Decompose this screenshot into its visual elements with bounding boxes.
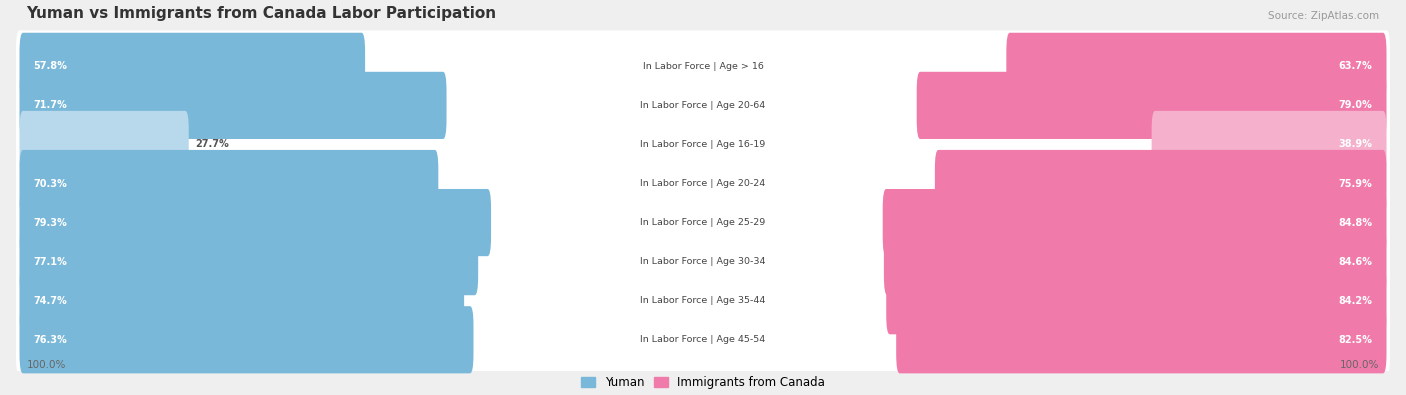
Text: 84.2%: 84.2% [1339,296,1372,306]
Text: 100.0%: 100.0% [1340,360,1379,370]
FancyBboxPatch shape [20,189,491,256]
FancyBboxPatch shape [884,228,1386,295]
FancyBboxPatch shape [20,33,366,100]
Text: 77.1%: 77.1% [34,257,67,267]
FancyBboxPatch shape [917,72,1386,139]
FancyBboxPatch shape [20,72,447,139]
Text: Yuman vs Immigrants from Canada Labor Participation: Yuman vs Immigrants from Canada Labor Pa… [27,6,496,21]
FancyBboxPatch shape [15,187,1391,258]
FancyBboxPatch shape [886,267,1386,334]
FancyBboxPatch shape [1007,33,1386,100]
Legend: Yuman, Immigrants from Canada: Yuman, Immigrants from Canada [576,371,830,393]
FancyBboxPatch shape [1152,111,1386,178]
Text: In Labor Force | Age 25-29: In Labor Force | Age 25-29 [640,218,766,227]
Text: 63.7%: 63.7% [1339,61,1372,71]
FancyBboxPatch shape [20,228,478,295]
Text: In Labor Force | Age 30-34: In Labor Force | Age 30-34 [640,257,766,266]
FancyBboxPatch shape [15,109,1391,181]
Text: Source: ZipAtlas.com: Source: ZipAtlas.com [1268,11,1379,21]
Text: 71.7%: 71.7% [34,100,67,110]
FancyBboxPatch shape [20,111,188,178]
FancyBboxPatch shape [935,150,1386,217]
Text: 79.3%: 79.3% [34,218,67,228]
FancyBboxPatch shape [15,265,1391,337]
Text: 84.8%: 84.8% [1339,218,1372,228]
FancyBboxPatch shape [20,150,439,217]
FancyBboxPatch shape [20,267,464,334]
Text: 74.7%: 74.7% [34,296,67,306]
FancyBboxPatch shape [15,304,1391,376]
Text: 84.6%: 84.6% [1339,257,1372,267]
Text: In Labor Force | Age 16-19: In Labor Force | Age 16-19 [640,140,766,149]
FancyBboxPatch shape [896,306,1386,373]
FancyBboxPatch shape [15,226,1391,297]
FancyBboxPatch shape [883,189,1386,256]
Text: 70.3%: 70.3% [34,179,67,188]
Text: 100.0%: 100.0% [27,360,66,370]
Text: 82.5%: 82.5% [1339,335,1372,345]
FancyBboxPatch shape [15,70,1391,141]
Text: In Labor Force | Age 35-44: In Labor Force | Age 35-44 [640,296,766,305]
Text: 76.3%: 76.3% [34,335,67,345]
Text: 79.0%: 79.0% [1339,100,1372,110]
Text: In Labor Force | Age 20-64: In Labor Force | Age 20-64 [640,101,766,110]
Text: 75.9%: 75.9% [1339,179,1372,188]
FancyBboxPatch shape [15,30,1391,102]
Text: In Labor Force | Age > 16: In Labor Force | Age > 16 [643,62,763,71]
Text: 38.9%: 38.9% [1339,139,1372,149]
FancyBboxPatch shape [15,148,1391,220]
FancyBboxPatch shape [20,306,474,373]
Text: In Labor Force | Age 20-24: In Labor Force | Age 20-24 [640,179,766,188]
Text: 57.8%: 57.8% [34,61,67,71]
Text: 27.7%: 27.7% [195,139,229,149]
Text: In Labor Force | Age 45-54: In Labor Force | Age 45-54 [640,335,766,344]
